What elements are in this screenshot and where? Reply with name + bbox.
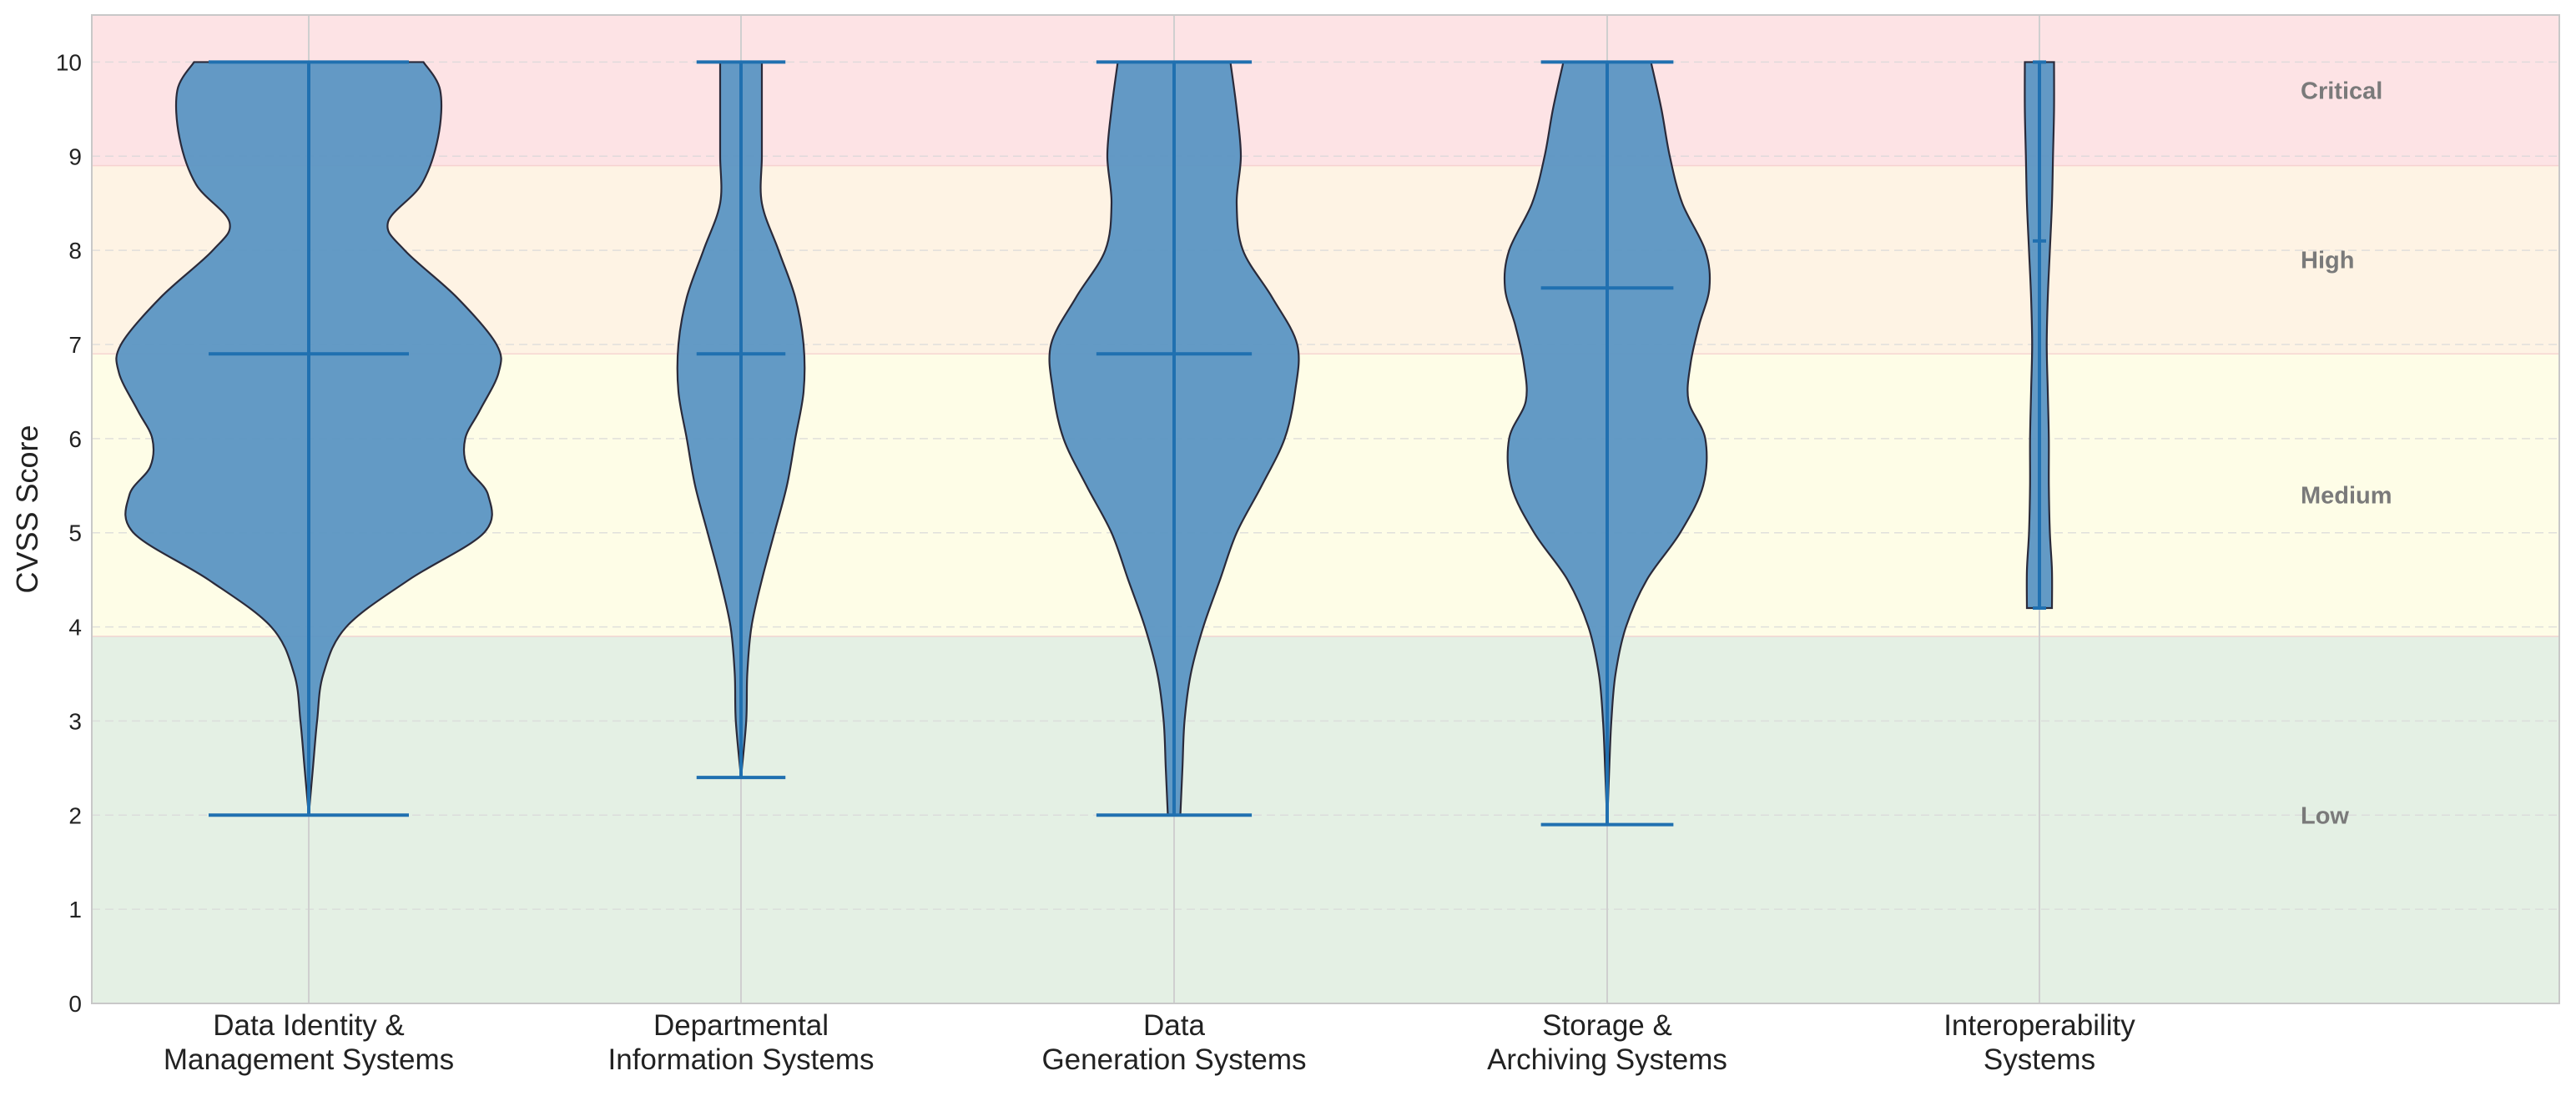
severity-bands <box>92 15 2559 1003</box>
y-tick-label: 3 <box>68 708 82 734</box>
band-high <box>92 165 2559 354</box>
y-tick-label: 5 <box>68 520 82 546</box>
x-category-label: Storage & Archiving Systems <box>1487 1009 1727 1076</box>
y-tick-label: 10 <box>56 49 82 75</box>
plot-frame <box>91 14 2560 1004</box>
x-category-label: Data Identity & Management Systems <box>164 1009 454 1076</box>
violins <box>115 60 2055 827</box>
band-label-high: High <box>2301 247 2354 274</box>
y-tick-label: 2 <box>68 802 82 828</box>
x-category-label-line: Systems <box>1984 1043 2095 1076</box>
x-category-label: Interoperability Systems <box>1943 1009 2135 1076</box>
band-label-critical: Critical <box>2301 78 2382 104</box>
x-category-label-line: Storage & <box>1542 1009 1672 1042</box>
x-axis-ticks: Data Identity & Management Systems Departm… <box>164 1009 2135 1076</box>
x-category-label-line: Departmental <box>653 1009 829 1042</box>
y-tick-label: 4 <box>68 615 82 641</box>
y-tick-label: 9 <box>68 143 82 169</box>
band-critical <box>92 15 2559 166</box>
x-category-label-line: Generation Systems <box>1041 1043 1306 1076</box>
band-label-medium: Medium <box>2301 483 2392 510</box>
x-category-label: Data Generation Systems <box>1041 1009 1306 1076</box>
x-category-label: Departmental Information Systems <box>608 1009 875 1076</box>
y-tick-label: 6 <box>68 426 82 452</box>
y-tick-label: 7 <box>68 332 82 358</box>
y-axis-label: CVSS Score <box>10 425 44 593</box>
severity-band-labels: Low Medium High Critical <box>2301 78 2392 829</box>
y-tick-label: 8 <box>68 238 82 264</box>
x-category-label-line: Data Identity & <box>213 1009 405 1042</box>
band-medium <box>92 354 2559 636</box>
x-category-label-line: Information Systems <box>608 1043 875 1076</box>
y-tick-label: 1 <box>68 897 82 923</box>
x-category-label-line: Interoperability <box>1943 1009 2135 1042</box>
band-label-low: Low <box>2301 802 2349 829</box>
band-low <box>92 636 2559 1003</box>
x-category-label-line: Management Systems <box>164 1043 454 1076</box>
x-category-label-line: Data <box>1143 1009 1205 1042</box>
y-tick-label: 0 <box>68 991 82 1017</box>
y-axis-ticks: 0 1 2 3 4 5 6 7 8 9 10 <box>56 49 82 1017</box>
x-category-label-line: Archiving Systems <box>1487 1043 1727 1076</box>
